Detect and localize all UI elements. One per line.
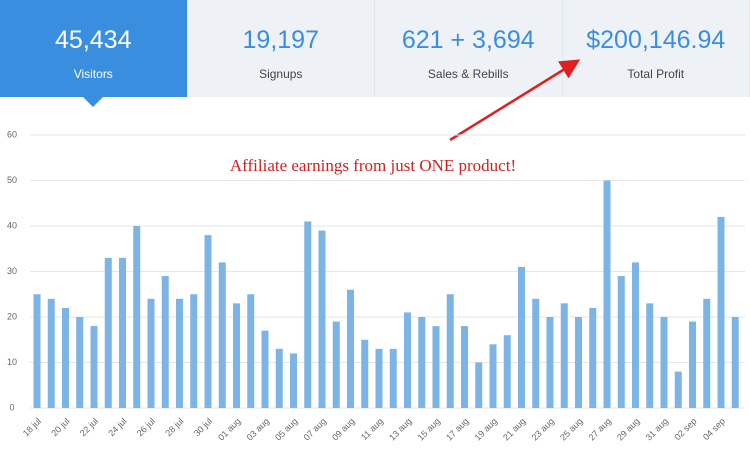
x-tick-label: 04 sep [701,416,727,442]
bar [503,335,511,408]
x-tick-label: 17 aug [444,416,471,443]
bar [218,262,226,408]
bar [90,326,98,408]
bar [233,303,240,408]
stat-value: 621 + 3,694 [401,26,535,54]
bar [731,317,739,408]
bar [247,294,255,408]
bar [332,321,340,408]
bar [432,326,440,408]
y-tick-label: 60 [7,129,17,139]
y-tick-label: 30 [7,266,17,276]
bar [418,317,426,408]
bar [190,294,198,408]
arrow [449,59,581,142]
bar [646,303,654,408]
bar [546,317,554,408]
bar [632,262,639,408]
x-tick-label: 03 aug [245,416,272,443]
bar [674,371,682,408]
y-tick-label: 40 [7,220,17,230]
bar [119,257,126,408]
x-tick-label: 15 aug [416,416,443,443]
bar [176,298,183,408]
bar [33,294,41,408]
bar [617,276,625,408]
x-tick-label: 05 aug [273,416,300,443]
bar [62,307,69,408]
x-tick-label: 07 aug [302,416,329,443]
bar [489,344,497,408]
bar [47,298,55,408]
x-tick-label: 20 jul [49,416,71,438]
stat-label: Signups [259,67,303,81]
stat-value: $200,146.94 [586,26,726,54]
bar [603,180,611,408]
x-tick-label: 02 sep [672,416,698,442]
y-tick-label: 10 [7,357,17,367]
bar [375,348,383,408]
x-tick-label: 27 aug [587,416,614,443]
x-tick-label: 22 jul [78,416,100,438]
bar [76,317,84,408]
stat-label: Visitors [73,67,113,81]
bar [275,348,283,408]
x-tick-label: 25 aug [558,416,585,443]
x-tick-label: 01 aug [216,416,243,443]
bar [475,362,483,408]
bar [204,235,212,408]
bar [318,230,326,408]
y-tick-label: 20 [7,311,17,321]
bar [689,321,696,408]
bar [304,221,312,408]
bar [560,303,568,408]
stat-value: 19,197 [242,26,319,54]
bar [389,348,397,408]
x-tick-label: 21 aug [501,416,528,443]
bar [104,257,112,408]
bar [532,298,540,408]
bar [361,339,369,408]
stat-tile[interactable]: $200,146.94 Total Profit [562,0,750,97]
y-tick-label: 50 [7,175,17,185]
bar [575,317,582,408]
bar [404,312,411,408]
x-tick-label: 30 jul [192,416,214,438]
x-tick-label: 13 aug [387,416,414,443]
bar [660,317,668,408]
stat-value: 45,434 [55,26,132,54]
y-tick-label: 0 [9,402,14,412]
x-tick-label: 09 aug [330,416,357,443]
x-tick-label: 24 jul [106,416,128,438]
bar [147,298,155,408]
x-tick-label: 23 aug [530,416,557,443]
stat-tiles: 45,434 Visitors 19,197 Signups 621 + 3,694… [0,0,750,107]
x-tick-label: 26 jul [135,416,157,438]
bar [446,294,454,408]
bar [261,330,269,408]
annotation: Affiliate earnings from just ONE product… [230,156,516,175]
bar [703,298,711,408]
bar [461,326,468,408]
x-tick-label: 29 aug [615,416,642,443]
bar [347,289,354,408]
x-tick-label: 11 aug [359,416,385,442]
bar [290,353,297,408]
stat-tile[interactable]: 19,197 Signups [187,0,375,97]
stat-tile[interactable]: 621 + 3,694 Sales & Rebills [375,0,563,97]
stat-label: Sales & Rebills [427,67,509,81]
x-tick-label: 28 jul [163,416,185,438]
bar [133,226,141,408]
stat-tile[interactable]: 45,434 Visitors [0,0,188,107]
bar [717,216,725,408]
stat-label: Total Profit [627,67,685,81]
bar [161,276,169,408]
x-tick-label: 19 aug [473,416,500,443]
x-tick-label: 31 aug [644,416,671,443]
x-tick-label: 18 jul [21,416,43,438]
bar [518,266,525,408]
bar [589,307,597,408]
